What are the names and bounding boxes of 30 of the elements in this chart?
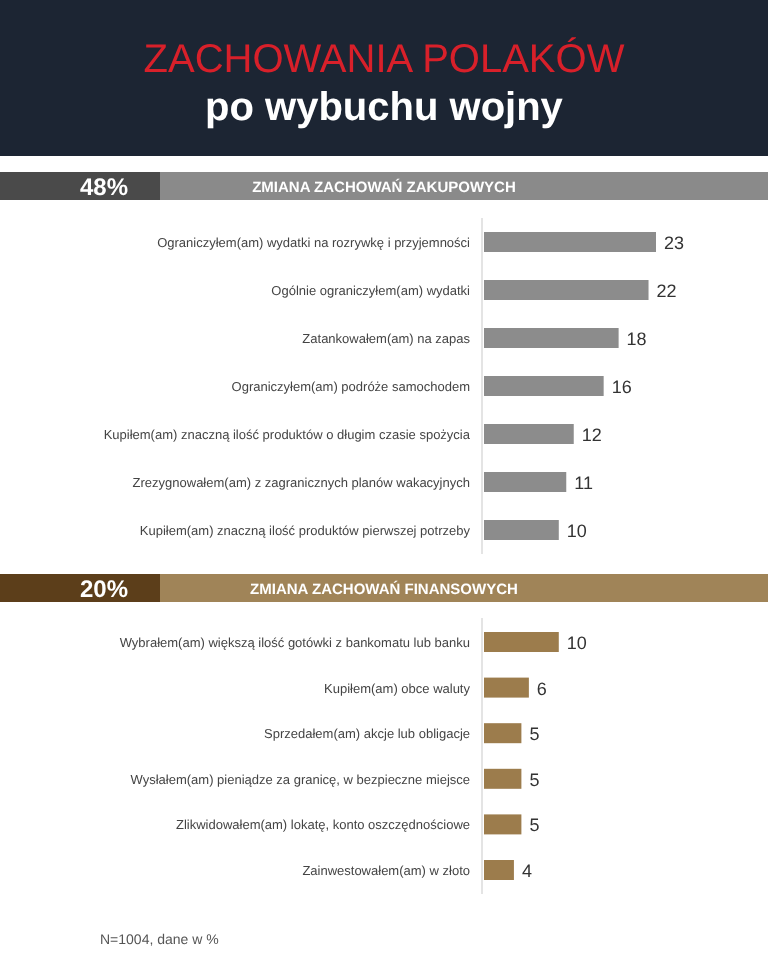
bar [484,632,559,652]
bar [484,232,656,252]
data-label: 11 [574,473,593,493]
bar [484,424,574,444]
data-label: 5 [529,724,540,745]
text: 48% [79,173,129,201]
bar [484,814,522,835]
data-label: 16 [611,377,632,397]
data-label: 12 [581,425,602,445]
bar [484,520,559,540]
data-label: 10 [566,633,587,653]
bar [484,376,604,396]
data-label: 22 [656,281,677,301]
data-label: 23 [664,233,685,253]
data-label: 6 [536,678,547,699]
text: po wybuchu wojny [205,86,565,130]
text: ZACHOWANIA POLAKÓW [143,36,625,82]
data-label: 18 [626,329,647,349]
bar [484,328,619,348]
data-label: 4 [521,861,532,881]
bar [484,860,514,880]
bar [484,280,649,300]
data-label: 10 [566,521,587,541]
bar [484,677,529,698]
data-label: 5 [529,815,540,836]
bar [484,768,522,789]
data-label: 5 [529,769,540,790]
bar [484,723,522,744]
text: 20% [79,575,129,603]
bar [484,472,567,492]
